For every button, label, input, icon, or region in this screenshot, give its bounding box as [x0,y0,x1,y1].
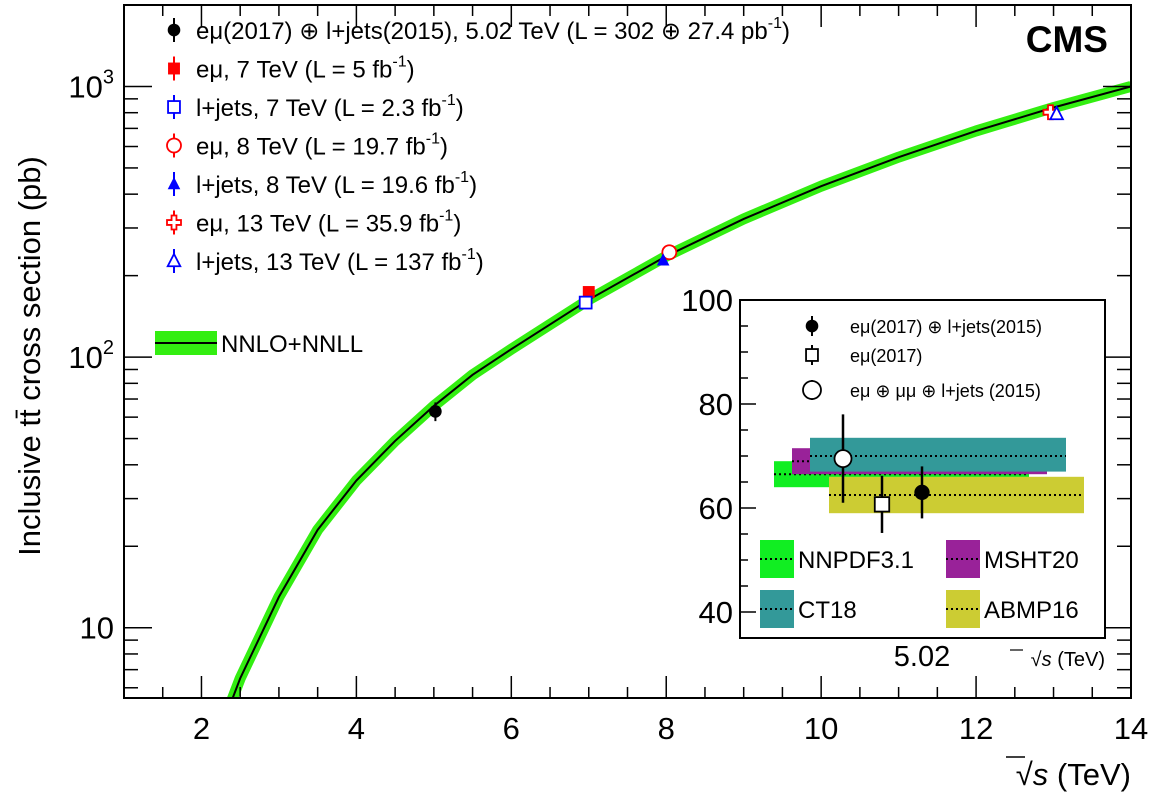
data-point [582,286,595,298]
pdf-band [810,437,1066,472]
legend-marker [166,214,182,231]
inset-data-point [833,449,853,469]
inset-legend-pdf-label: MSHT20 [984,547,1079,574]
x-tick-label: 2 [193,711,210,746]
legend-marker [166,252,182,268]
inset-data-point [914,484,930,501]
legend-label: eμ, 7 TeV (L = 5 fb-1) [196,54,415,84]
legend-label: l+jets, 8 TeV (L = 19.6 fb-1) [196,169,477,199]
legend-theory-label: NNLO+NNLL [221,331,363,358]
data-point [1048,105,1065,121]
main-axes: 2 4 6 8 10 12 14 10 102 103 Inclusive tt̄ cross se… [12,4,1148,792]
inset-x-axis-title: √s (TeV) [1031,649,1105,671]
inset-y-tick-label: 60 [699,491,733,526]
y-tick-label: 102 [68,337,114,375]
main-data-points [429,104,1065,422]
inset-data-point [873,496,891,513]
main-legend: eμ(2017) ⊕ l+jets(2015), 5.02 TeV (L = 3… [155,15,790,358]
inset-y-tick-label: 40 [699,595,733,630]
legend-label: eμ, 13 TeV (L = 35.9 fb-1) [196,208,461,238]
x-tick-label: 8 [658,711,675,746]
inset-legend-marker [802,380,822,400]
pdf-band [829,476,1084,514]
theory-band-layer [226,81,1131,698]
x-tick-label: 10 [804,711,838,746]
inset-legend-label: eμ ⊕ μμ ⊕ l+jets (2015) [850,381,1041,401]
cms-label: CMS [1026,19,1108,60]
inset-plot: 40 60 80 100 eμ(2017) ⊕ l+jets(2015) eμ(2017)… [681,283,1106,673]
legend-marker [168,62,180,75]
legend-marker [166,137,182,154]
y-axis-title: Inclusive tt̄ cross section (pb) [12,156,47,556]
data-point [661,244,678,261]
theory-line [231,85,1131,698]
inset-legend-pdf-label: NNPDF3.1 [798,547,914,574]
main-plot: 2 4 6 8 10 12 14 10 102 103 Inclusive tt̄ cross se… [12,4,1148,792]
legend-label: l+jets, 7 TeV (L = 2.3 fb-1) [196,92,464,122]
inset-y-tick-label: 80 [699,387,733,422]
data-point [429,405,442,418]
legend-label: l+jets, 13 TeV (L = 137 fb-1) [196,246,484,276]
inset-legend-pdf-label: CT18 [798,597,857,624]
x-tick-label: 14 [1114,711,1148,746]
legend-label: eμ, 8 TeV (L = 19.7 fb-1) [196,131,448,161]
inset-legend-marker [805,348,819,362]
x-tick-label: 12 [959,711,993,746]
data-point [656,253,670,266]
x-tick-label: 4 [348,711,365,746]
legend-marker [167,23,181,37]
inset-legend-marker [805,319,819,333]
data-point [578,295,593,310]
y-tick-label: 10 [80,611,114,646]
x-axis-title: √s (TeV) [1016,757,1131,792]
legend-marker [167,177,181,190]
inset-legend-label: eμ(2017) [850,346,922,366]
y-tick-label: 103 [68,66,114,104]
x-tick-label: 6 [503,711,520,746]
inset-y-tick-label: 100 [681,283,733,318]
legend-marker [167,100,181,114]
legend-label: eμ(2017) ⊕ l+jets(2015), 5.02 TeV (L = 3… [196,15,790,45]
inset-x-value-label: 5.02 [894,641,950,673]
inset-legend-label: eμ(2017) ⊕ l+jets(2015) [850,317,1042,337]
inset-legend-pdf-label: ABMP16 [984,597,1079,624]
